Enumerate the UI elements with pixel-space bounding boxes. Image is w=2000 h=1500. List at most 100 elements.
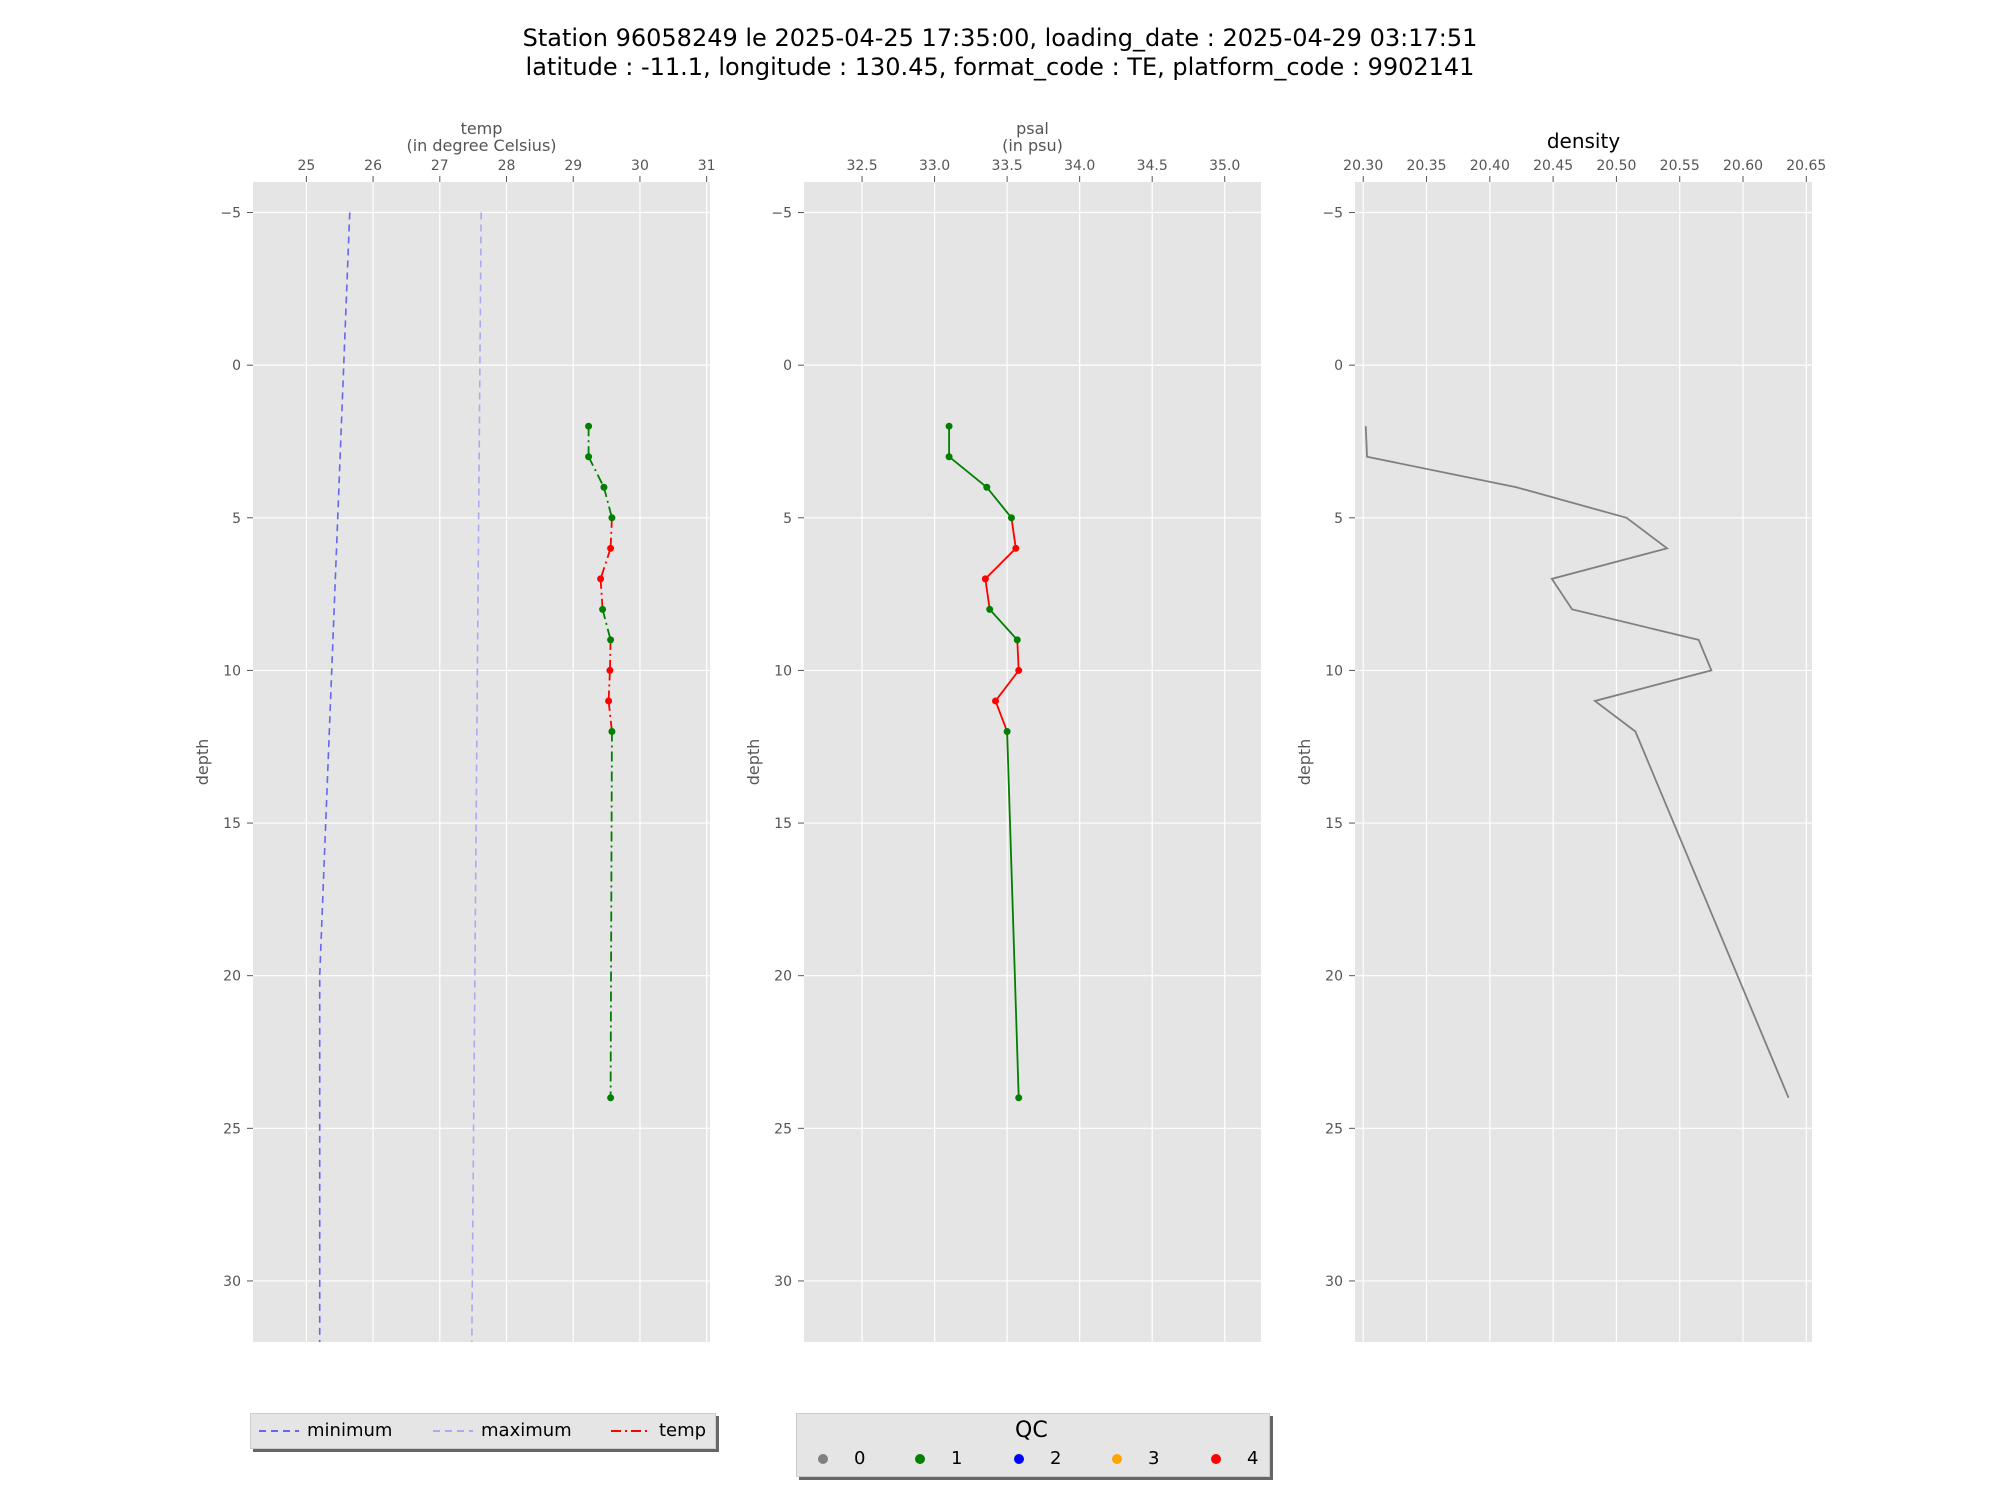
- psal-point-2: [983, 483, 991, 491]
- psal-segment-2: [986, 486, 1013, 519]
- figure-title: Station 96058249 le 2025-04-25 17:35:00,…: [0, 24, 2000, 82]
- temp-point-11: [607, 1094, 615, 1102]
- temp-point-2: [600, 483, 608, 491]
- temp-ytick-label-2: 5: [232, 511, 241, 527]
- psal-point-5: [981, 575, 989, 583]
- legend-label-temp: temp: [659, 1420, 707, 1441]
- qc-legend-label-1: 1: [951, 1448, 963, 1469]
- temp-segment-8: [607, 670, 611, 701]
- temp-segment-9: [607, 700, 613, 732]
- psal-point-10: [1003, 727, 1011, 735]
- psal-ytick-label-7: 30: [774, 1274, 792, 1290]
- psal-point-8: [1015, 666, 1023, 674]
- temp-ytick-label-6: 25: [223, 1121, 241, 1137]
- temp-plot-area: [253, 182, 710, 1342]
- temp-point-10: [608, 727, 616, 735]
- temp-segment-10: [609, 731, 613, 1098]
- psal-ytick-label-5: 20: [774, 969, 792, 985]
- density-xtick-label-3: 20.45: [1533, 158, 1573, 174]
- temp-xlabel-unit: (in degree Celsius): [406, 136, 556, 155]
- psal-segment-4: [984, 547, 1017, 580]
- figure-title-line-2: latitude : -11.1, longitude : 130.45, fo…: [525, 53, 1475, 81]
- psal-segment-9: [994, 700, 1008, 732]
- temp-xtick-label-1: 26: [364, 158, 382, 174]
- figure-title-line-1: Station 96058249 le 2025-04-25 17:35:00,…: [522, 24, 1478, 52]
- psal-segment-8: [994, 669, 1020, 702]
- psal-segment-5: [984, 578, 991, 610]
- psal-segment-6: [989, 608, 1018, 641]
- density-ytick-label-0: −5: [1322, 206, 1343, 222]
- qc-legend-markers: [818, 1454, 1221, 1464]
- psal-ylabel: depth: [744, 739, 763, 786]
- temp-ytick-label-1: 0: [232, 358, 241, 374]
- qc-legend-label-0: 0: [854, 1448, 866, 1469]
- density-title: density: [1547, 129, 1620, 153]
- density-ytick-label-6: 25: [1325, 1121, 1343, 1137]
- temp-ytick-label-7: 30: [223, 1274, 241, 1290]
- temp-series-minimum: [318, 212, 351, 1342]
- psal-xlabel: psal: [1016, 119, 1049, 138]
- temp-segment-5: [599, 578, 604, 610]
- psal-point-11: [1015, 1094, 1023, 1102]
- density-xtick-label-7: 20.65: [1786, 158, 1826, 174]
- series-legend: minimum maximum temp: [250, 1413, 716, 1449]
- legend-label-minimum: minimum: [307, 1420, 393, 1441]
- temp-ytick-label-5: 20: [223, 969, 241, 985]
- temp-xtick-label-6: 31: [698, 158, 716, 174]
- psal-ytick-label-6: 25: [774, 1121, 792, 1137]
- temp-ytick-label-4: 15: [223, 816, 241, 832]
- psal-point-7: [1013, 636, 1021, 644]
- density-ytick-label-2: 5: [1334, 511, 1343, 527]
- psal-ytick-label-0: −5: [771, 206, 792, 222]
- density-ylabel: depth: [1295, 739, 1314, 786]
- density-xtick-label-4: 20.50: [1596, 158, 1636, 174]
- psal-point-1: [945, 453, 953, 461]
- panel-density: 20.30 20.35 20.40 20.45 20.50 20.55 20.60 20.65…: [1295, 129, 1826, 1342]
- temp-segment-1: [587, 456, 605, 488]
- temp-ylabel: depth: [193, 739, 212, 786]
- temp-xtick-label-2: 27: [431, 158, 449, 174]
- psal-segment-3: [1010, 517, 1017, 549]
- qc-legend: QC 0 1 2 3 4: [796, 1413, 1270, 1477]
- density-xtick-label-1: 20.35: [1406, 158, 1446, 174]
- temp-xtick-label-3: 28: [498, 158, 516, 174]
- temp-point-6: [599, 605, 607, 613]
- series-legend-swatches: [259, 1430, 651, 1432]
- qc-legend-marker-2: [1014, 1454, 1024, 1464]
- psal-xtick-label-5: 35.0: [1209, 158, 1240, 174]
- temp-point-3: [608, 514, 616, 522]
- qc-legend-marker-0: [818, 1454, 828, 1464]
- temp-segment-7: [609, 639, 612, 671]
- temp-xtick-label-0: 25: [297, 158, 315, 174]
- density-xtick-label-6: 20.60: [1723, 158, 1763, 174]
- psal-xtick-label-0: 32.5: [846, 158, 877, 174]
- temp-segment-2: [603, 487, 613, 519]
- temp-point-4: [607, 544, 615, 552]
- qc-legend-marker-4: [1211, 1454, 1221, 1464]
- psal-xtick-label-1: 33.0: [919, 158, 950, 174]
- psal-ytick-label-1: 0: [783, 358, 792, 374]
- temp-segment-6: [601, 609, 612, 641]
- density-ytick-label-4: 15: [1325, 816, 1343, 832]
- temp-point-5: [597, 575, 605, 583]
- density-ytick-label-1: 0: [1334, 358, 1343, 374]
- density-plot-area: [1355, 182, 1812, 1342]
- psal-ytick-label-4: 15: [774, 816, 792, 832]
- density-ytick-label-5: 20: [1325, 969, 1343, 985]
- temp-segment-3: [609, 517, 613, 549]
- temp-point-1: [585, 453, 593, 461]
- temp-segment-4: [599, 548, 612, 580]
- temp-xtick-label-5: 30: [631, 158, 649, 174]
- temp-point-0: [585, 422, 593, 430]
- temp-ytick-label-0: −5: [220, 206, 241, 222]
- psal-xtick-label-4: 34.5: [1137, 158, 1168, 174]
- psal-plot-area: [804, 182, 1261, 1342]
- psal-point-4: [1012, 544, 1020, 552]
- temp-xlabel: temp: [461, 119, 503, 138]
- density-series-density: [1364, 426, 1790, 1099]
- temp-ytick-label-3: 10: [223, 663, 241, 679]
- temp-point-8: [606, 666, 614, 674]
- qc-legend-marker-3: [1112, 1454, 1122, 1464]
- qc-legend-marker-1: [915, 1454, 925, 1464]
